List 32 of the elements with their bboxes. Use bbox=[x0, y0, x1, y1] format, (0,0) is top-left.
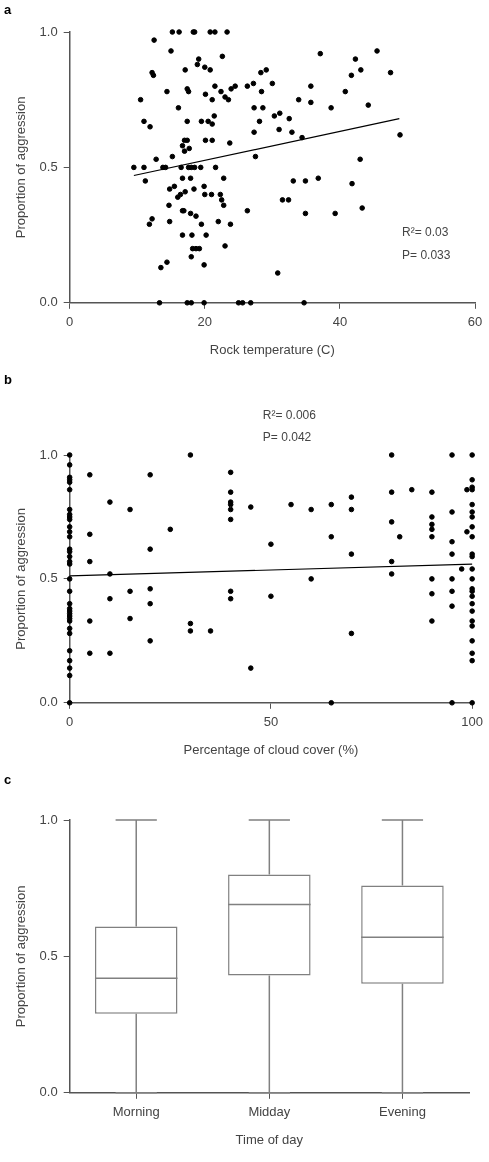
x-tick-label: 0 bbox=[66, 314, 74, 330]
y-axis-title: Proportion of aggression bbox=[13, 508, 29, 650]
x-tick-label: 50 bbox=[263, 714, 279, 730]
x-tick-label: 20 bbox=[197, 314, 213, 330]
x-axis-title: Rock temperature (C) bbox=[209, 341, 335, 357]
x-tick-label: 100 bbox=[461, 714, 484, 730]
y-tick-label: 0.5 bbox=[39, 947, 58, 963]
y-tick-label: 0.0 bbox=[39, 1084, 58, 1100]
chart-title: b bbox=[4, 372, 12, 388]
text: R²= 0.006 bbox=[262, 407, 317, 422]
annotation: R²= 0.03 bbox=[402, 224, 449, 239]
annotation: P= 0.033 bbox=[402, 247, 451, 262]
x-tick-label: 0 bbox=[66, 714, 74, 730]
x-axis-title: Time of day bbox=[235, 1131, 304, 1147]
x-axis-title: Percentage of cloud cover (%) bbox=[183, 741, 359, 757]
y-tick-label: 1.0 bbox=[39, 811, 58, 827]
y-tick-label: 0.0 bbox=[39, 694, 58, 710]
y-tick-label: 1.0 bbox=[39, 446, 58, 462]
x-tick-label: 40 bbox=[332, 314, 348, 330]
y-tick-label: 0.5 bbox=[39, 570, 58, 586]
y-tick-label: 0.5 bbox=[39, 158, 58, 174]
x-tick-label: 60 bbox=[467, 314, 483, 330]
x-tick-label: Evening bbox=[378, 1104, 426, 1120]
chart-title: c bbox=[4, 772, 12, 788]
y-axis-title: Proportion of aggression bbox=[13, 885, 29, 1028]
y-tick-label: 1.0 bbox=[39, 23, 58, 39]
text: P= 0.042 bbox=[262, 429, 312, 444]
chart-title: a bbox=[4, 2, 12, 18]
y-tick-label: 0.0 bbox=[39, 294, 58, 310]
y-axis-title: Proportion of aggression bbox=[13, 96, 29, 239]
x-tick-label: Morning bbox=[112, 1104, 160, 1120]
x-tick-label: Midday bbox=[248, 1104, 291, 1120]
